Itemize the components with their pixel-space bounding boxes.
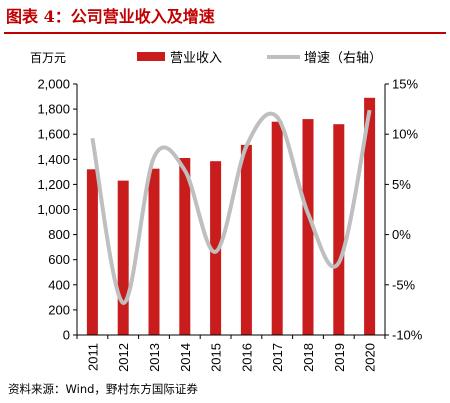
bar-2012	[117, 180, 129, 335]
bar-2016	[240, 144, 252, 335]
x-tick-label: 2013	[147, 343, 162, 372]
right-tick-label: 0%	[392, 227, 411, 242]
right-tick-label: 10%	[392, 127, 418, 142]
source-note: 资料来源：Wind，野村东方国际证券	[8, 382, 198, 396]
x-tick-label: 2019	[332, 343, 347, 372]
legend-label-revenue: 营业收入	[170, 51, 222, 66]
bar-2018	[302, 119, 314, 335]
x-tick-label: 2016	[239, 343, 254, 372]
y-unit-label: 百万元	[30, 51, 66, 65]
growth-line-layer	[90, 109, 372, 305]
right-tick-label: -5%	[392, 277, 416, 292]
left-tick-label: 1,800	[37, 102, 70, 117]
bar-2020	[364, 97, 376, 335]
revenue-bars	[86, 97, 376, 335]
right-tick-label: 15%	[392, 77, 418, 92]
bar-2015	[210, 161, 222, 335]
x-tick-label: 2020	[363, 343, 378, 372]
left-tick-label: 2,000	[37, 77, 70, 92]
left-tick-label: 800	[48, 227, 70, 242]
legend-swatch-revenue	[137, 52, 165, 61]
chart-axes: 0 200 400 600 800 1,000 1,200 1,400 1,600 1,800 2,…	[37, 77, 422, 372]
left-tick-label: 400	[48, 277, 70, 292]
legend-label-growth: 增速（右轴）	[304, 51, 382, 66]
left-tick-label: 1,200	[37, 177, 70, 192]
growth-line	[90, 109, 372, 305]
bar-2013	[148, 168, 160, 335]
left-tick-label: 0	[63, 328, 70, 343]
left-tick-label: 1,600	[37, 127, 70, 142]
x-tick-label: 2015	[209, 343, 224, 372]
right-tick-label: -10%	[392, 328, 423, 343]
bar-2017	[271, 121, 283, 335]
bar-2014	[179, 158, 191, 335]
left-tick-label: 600	[48, 252, 70, 267]
left-tick-label: 200	[48, 302, 70, 317]
right-tick-label: 5%	[392, 177, 411, 192]
bar-2011	[86, 169, 98, 335]
x-tick-label: 2011	[85, 343, 100, 371]
left-tick-label: 1,400	[37, 152, 70, 167]
x-tick-label: 2017	[270, 343, 285, 372]
figure-title: 图表 4：公司营业收入及增速	[4, 4, 446, 34]
left-tick-label: 1,000	[37, 202, 70, 217]
chart-legend: 百万元 营业收入 增速（右轴）	[30, 51, 382, 66]
x-tick-label: 2018	[301, 343, 316, 372]
bar-2019	[333, 124, 345, 335]
x-tick-label: 2014	[178, 343, 193, 372]
x-tick-label: 2012	[116, 343, 131, 372]
